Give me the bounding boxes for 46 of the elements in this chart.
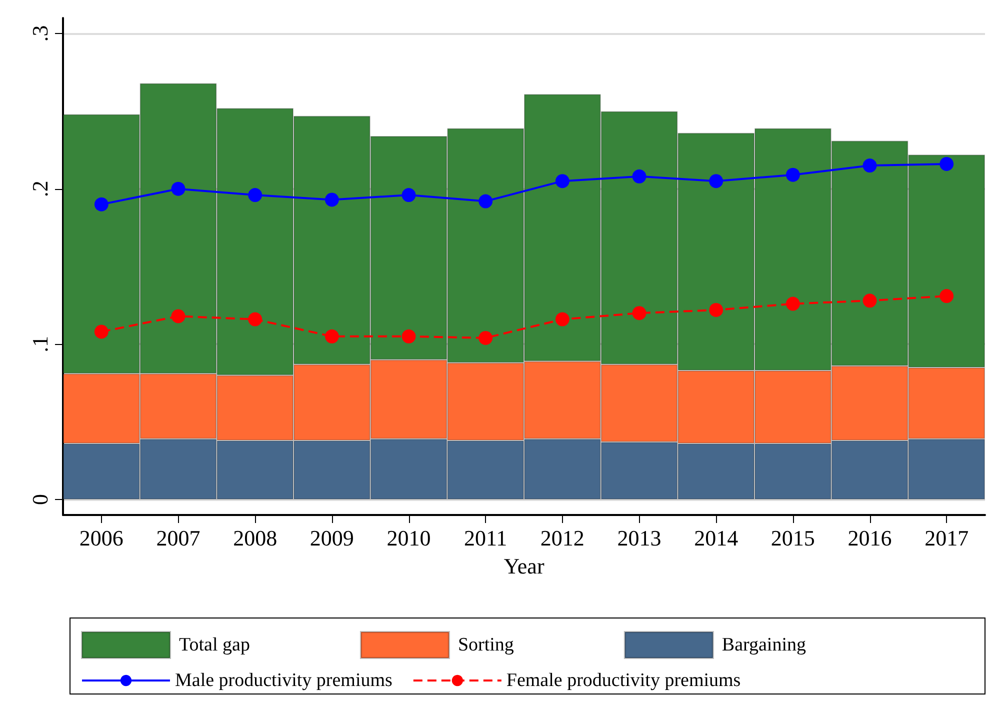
y-tick-label: .2 (28, 180, 52, 198)
point (940, 156, 954, 171)
legend-label: Total gap (179, 634, 250, 656)
point (94, 324, 108, 339)
point (862, 158, 877, 173)
point (402, 329, 416, 344)
point (248, 312, 262, 326)
x-tick-label: 2012 (540, 526, 584, 550)
point (324, 192, 339, 207)
point (709, 174, 724, 188)
point (555, 174, 570, 188)
y-tick-label: .3 (28, 25, 52, 42)
point (632, 169, 646, 184)
point (555, 312, 570, 326)
point (940, 289, 954, 304)
legend-label: Male productivity premiums (175, 670, 392, 691)
x-tick-label: 2016 (848, 526, 892, 550)
point (632, 306, 646, 320)
legend-label: Female productivity premiums (506, 670, 741, 691)
point (786, 296, 800, 311)
x-axis-title: Year (504, 554, 545, 578)
y-tick-label: 0 (28, 494, 52, 505)
legend-label: Bargaining (722, 634, 806, 656)
point (786, 168, 800, 182)
point (402, 188, 416, 202)
x-tick-label: 2008 (233, 526, 278, 550)
point (324, 329, 339, 344)
y-tick-label: .1 (28, 336, 52, 352)
x-tick-label: 2015 (770, 526, 815, 550)
x-tick-label: 2017 (924, 526, 969, 550)
point (248, 188, 262, 202)
point (862, 294, 877, 308)
point (171, 182, 186, 196)
x-tick-label: 2011 (464, 526, 508, 550)
x-tick-label: 2013 (617, 526, 662, 550)
legend-label: Sorting (458, 634, 514, 656)
x-tick-label: 2006 (79, 526, 124, 550)
point (94, 197, 108, 212)
x-tick-label: 2010 (386, 526, 431, 550)
x-tick-label: 2014 (694, 526, 738, 550)
x-tick-label: 2009 (310, 526, 354, 550)
point (171, 309, 186, 324)
point (478, 330, 493, 345)
x-tick-label: 2007 (156, 526, 200, 550)
point (478, 194, 493, 208)
point (709, 302, 724, 317)
